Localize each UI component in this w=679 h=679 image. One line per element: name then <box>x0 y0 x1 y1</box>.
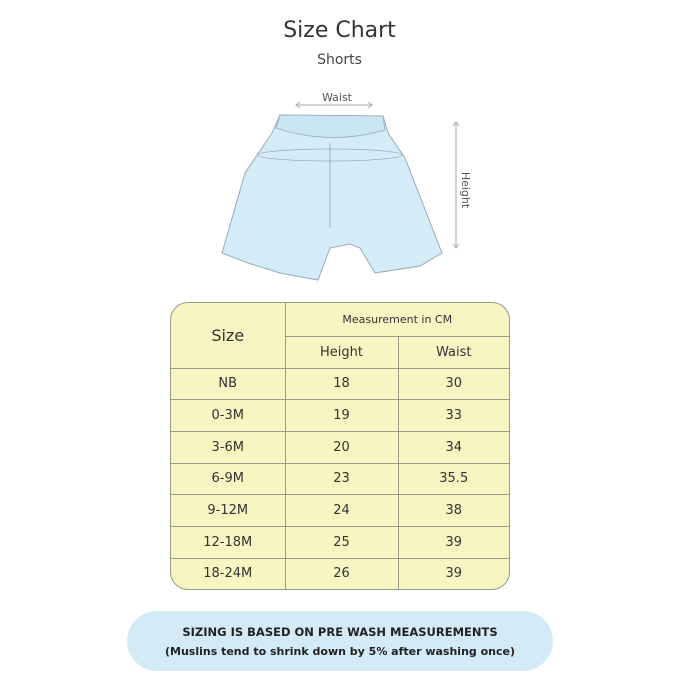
height-label: Height <box>459 172 472 209</box>
table-row: 3-6M 20 34 <box>171 430 509 464</box>
waist-label: Waist <box>322 91 353 104</box>
table-row: 12-18M 25 39 <box>171 526 509 559</box>
table-row: 9-12M 24 38 <box>171 494 509 528</box>
height-cell: 25 <box>284 526 399 559</box>
size-cell: 9-12M <box>171 494 286 528</box>
note-line-1: SIZING IS BASED ON PRE WASH MEASUREMENTS <box>182 625 498 639</box>
shorts-illustration: Waist Height <box>200 88 480 288</box>
page-subtitle: Shorts <box>317 52 362 68</box>
waist-cell: 38 <box>397 494 509 528</box>
waist-cell: 35.5 <box>397 462 509 496</box>
size-cell: 3-6M <box>171 430 286 464</box>
measurement-header: Measurement in CM <box>284 303 509 337</box>
height-arrow-icon <box>452 121 460 249</box>
table-row: 18-24M 26 39 <box>171 557 509 589</box>
waist-arrow-icon <box>295 101 373 109</box>
height-cell: 23 <box>284 462 399 496</box>
size-header: Size <box>171 303 286 369</box>
note-line-2: (Muslins tend to shrink down by 5% after… <box>164 645 516 658</box>
table-row: NB 18 30 <box>171 367 509 401</box>
waist-cell: 34 <box>397 430 509 464</box>
height-header: Height <box>285 335 399 369</box>
table-row: 0-3M 19 33 <box>171 399 509 432</box>
waist-cell: 33 <box>397 399 509 432</box>
height-cell: 18 <box>284 367 399 401</box>
wash-note-banner: SIZING IS BASED ON PRE WASH MEASUREMENTS… <box>127 611 553 671</box>
page-title: Size Chart <box>283 18 396 43</box>
size-cell: 18-24M <box>171 557 286 589</box>
size-cell: 6-9M <box>171 462 286 496</box>
waist-cell: 39 <box>397 526 509 559</box>
size-cell: 0-3M <box>171 399 286 432</box>
waist-header: Waist <box>397 335 509 369</box>
size-cell: 12-18M <box>171 526 286 559</box>
height-cell: 20 <box>284 430 399 464</box>
height-cell: 19 <box>284 399 399 432</box>
waist-cell: 39 <box>397 557 509 589</box>
height-cell: 24 <box>284 494 399 528</box>
size-cell: NB <box>171 367 286 401</box>
size-table: Size Measurement in CM Height Waist NB 18… <box>170 302 510 590</box>
table-row: 6-9M 23 35.5 <box>171 462 509 496</box>
height-cell: 26 <box>284 557 399 589</box>
waist-cell: 30 <box>397 367 509 401</box>
